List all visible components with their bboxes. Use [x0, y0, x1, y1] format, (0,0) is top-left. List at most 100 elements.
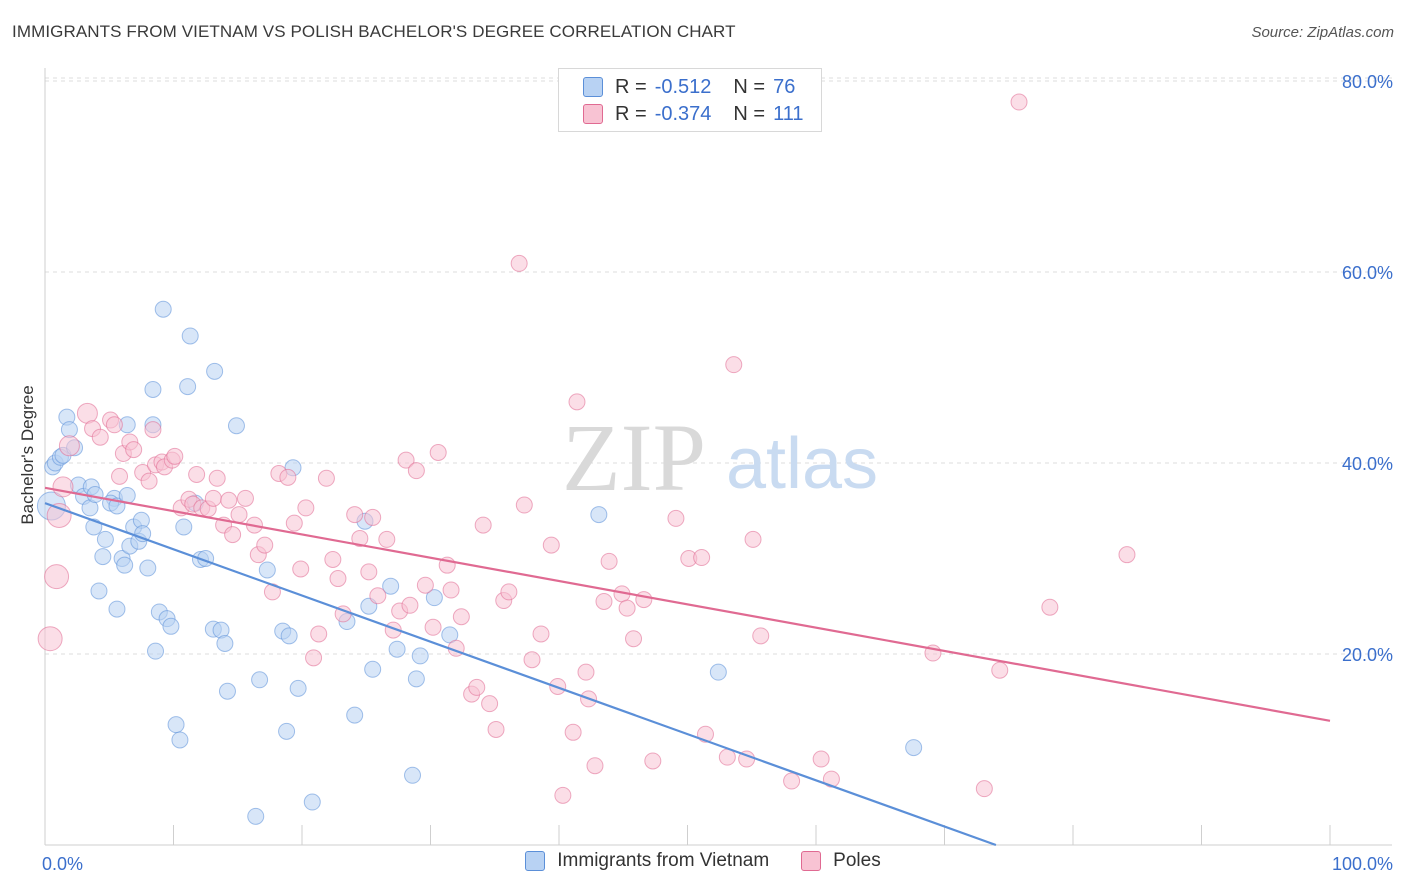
data-point: [474, 516, 492, 534]
data-point: [577, 663, 595, 681]
data-point: [407, 462, 425, 480]
legend-swatch-vietnam: [583, 77, 603, 97]
data-point: [429, 443, 447, 461]
data-point: [227, 417, 245, 435]
legend-n-label: N =: [733, 75, 766, 98]
legend-n-value: 76: [773, 75, 796, 98]
data-point: [220, 491, 238, 509]
legend-item-vietnam: Immigrants from Vietnam: [525, 850, 769, 872]
data-point: [154, 300, 172, 318]
data-point: [280, 627, 298, 645]
data-point: [481, 695, 499, 713]
data-point: [822, 770, 840, 788]
data-point: [86, 486, 104, 504]
data-point: [216, 634, 234, 652]
data-point: [442, 581, 460, 599]
data-point: [303, 793, 321, 811]
data-point: [230, 506, 248, 524]
trend-line-poles: [44, 486, 1331, 722]
data-point: [693, 549, 711, 567]
series-poles: [37, 93, 1136, 804]
data-point: [96, 530, 114, 548]
data-point: [644, 752, 662, 770]
data-point: [171, 731, 189, 749]
data-point: [125, 441, 143, 459]
data-point: [258, 561, 276, 579]
data-point: [364, 660, 382, 678]
data-point: [783, 772, 801, 790]
data-point: [401, 596, 419, 614]
data-point: [188, 465, 206, 483]
data-point: [425, 589, 443, 607]
data-point: [510, 254, 528, 272]
data-point: [500, 583, 518, 601]
data-point: [725, 356, 743, 374]
data-point: [452, 608, 470, 626]
data-point: [346, 706, 364, 724]
data-point: [975, 780, 993, 798]
data-point: [346, 506, 364, 524]
data-point: [292, 560, 310, 578]
data-point: [468, 678, 486, 696]
data-point: [181, 327, 199, 345]
watermark-zip: ZIP: [562, 404, 706, 511]
data-point: [251, 671, 269, 689]
data-point: [140, 472, 158, 490]
data-point: [256, 536, 274, 554]
data-point: [635, 591, 653, 609]
data-point: [224, 526, 242, 544]
y-tick-label: 40.0%: [1342, 454, 1393, 474]
watermark-atlas: atlas: [726, 424, 878, 504]
data-point: [289, 679, 307, 697]
x-tick-label-max: 100.0%: [1332, 854, 1393, 874]
data-point: [542, 536, 560, 554]
data-point: [108, 600, 126, 618]
series-legend: Immigrants from Vietnam Poles: [0, 850, 1406, 872]
data-point: [416, 576, 434, 594]
data-point: [407, 670, 425, 688]
data-point: [369, 587, 387, 605]
data-point: [218, 682, 236, 700]
data-point: [515, 496, 533, 514]
chart-title: IMMIGRANTS FROM VIETNAM VS POLISH BACHEL…: [12, 22, 736, 41]
legend-row-poles: R = -0.374 N = 111: [583, 101, 804, 127]
legend-r-label: R =: [615, 102, 647, 125]
data-point: [44, 564, 70, 590]
data-point: [166, 447, 184, 465]
data-point: [60, 421, 78, 439]
data-point: [568, 393, 586, 411]
legend-swatch-poles: [583, 104, 603, 124]
legend-row-vietnam: R = -0.512 N = 76: [583, 74, 795, 100]
data-point: [625, 630, 643, 648]
data-point: [411, 647, 429, 665]
legend-n-value: 111: [773, 102, 804, 125]
legend-r-value: -0.374: [654, 102, 712, 125]
legend-label-vietnam: Immigrants from Vietnam: [557, 850, 770, 871]
data-point: [317, 469, 335, 487]
data-point: [812, 750, 830, 768]
data-point: [278, 722, 296, 740]
data-point: [58, 435, 80, 457]
legend-label-poles: Poles: [833, 850, 881, 871]
data-point: [105, 416, 123, 434]
data-point: [523, 651, 541, 669]
data-point: [139, 559, 157, 577]
data-point: [147, 642, 165, 660]
trend-lines: [44, 486, 1331, 847]
data-point: [752, 627, 770, 645]
data-point: [397, 451, 415, 469]
data-point: [111, 467, 129, 485]
data-point: [285, 514, 303, 532]
data-point: [905, 739, 923, 757]
legend-r-value: -0.512: [654, 75, 712, 98]
data-point: [388, 640, 406, 658]
data-point: [709, 663, 727, 681]
series-vietnam: [36, 300, 923, 825]
data-point: [364, 508, 382, 526]
data-point: [1010, 93, 1028, 111]
data-point: [208, 469, 226, 487]
data-point: [360, 563, 378, 581]
data-point: [144, 380, 162, 398]
data-point: [310, 625, 328, 643]
data-point: [554, 786, 572, 804]
